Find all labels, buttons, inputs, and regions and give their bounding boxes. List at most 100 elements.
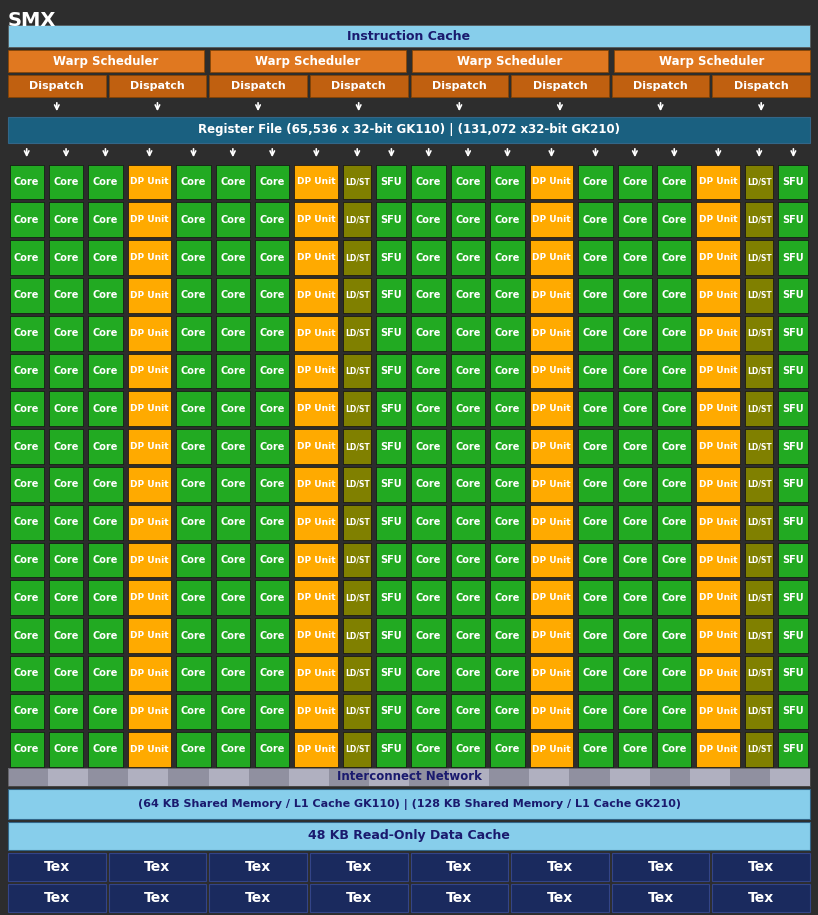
- Bar: [177, 580, 211, 615]
- Text: LD/ST: LD/ST: [345, 442, 370, 451]
- Bar: [255, 165, 290, 199]
- Bar: [10, 278, 44, 313]
- Text: LD/ST: LD/ST: [345, 479, 370, 489]
- Bar: [451, 580, 485, 615]
- Bar: [745, 619, 773, 653]
- Text: LD/ST: LD/ST: [345, 367, 370, 375]
- Text: SFU: SFU: [380, 669, 402, 678]
- Bar: [294, 467, 338, 501]
- Bar: [10, 202, 44, 237]
- Bar: [88, 768, 128, 786]
- Bar: [451, 353, 485, 388]
- Bar: [778, 580, 808, 615]
- Bar: [696, 429, 740, 464]
- Text: Core: Core: [456, 290, 481, 300]
- Bar: [10, 580, 44, 615]
- Text: LD/ST: LD/ST: [747, 745, 771, 754]
- Bar: [778, 165, 808, 199]
- Bar: [778, 694, 808, 728]
- Bar: [411, 429, 446, 464]
- Text: LD/ST: LD/ST: [345, 555, 370, 565]
- Text: Core: Core: [181, 593, 206, 603]
- Text: Tex: Tex: [43, 891, 70, 905]
- Text: Core: Core: [14, 290, 39, 300]
- Text: DP Unit: DP Unit: [533, 593, 571, 602]
- Bar: [696, 202, 740, 237]
- Bar: [10, 732, 44, 767]
- Text: SFU: SFU: [783, 253, 804, 263]
- Bar: [451, 316, 485, 350]
- Text: Core: Core: [456, 744, 481, 754]
- Bar: [614, 50, 810, 72]
- Text: LD/ST: LD/ST: [345, 631, 370, 640]
- Text: SFU: SFU: [380, 290, 402, 300]
- Text: Core: Core: [456, 404, 481, 414]
- Bar: [529, 732, 573, 767]
- Bar: [376, 240, 407, 274]
- Bar: [618, 353, 652, 388]
- Bar: [490, 316, 524, 350]
- Bar: [177, 467, 211, 501]
- Text: Core: Core: [456, 479, 481, 490]
- Bar: [216, 392, 250, 426]
- Bar: [177, 240, 211, 274]
- Bar: [10, 165, 44, 199]
- Bar: [216, 580, 250, 615]
- Bar: [770, 768, 810, 786]
- Text: LD/ST: LD/ST: [747, 706, 771, 716]
- Bar: [49, 392, 83, 426]
- Text: Core: Core: [14, 593, 39, 603]
- Text: SFU: SFU: [783, 555, 804, 565]
- Bar: [451, 165, 485, 199]
- Text: Core: Core: [622, 593, 648, 603]
- Text: Core: Core: [181, 215, 206, 225]
- Text: Tex: Tex: [647, 891, 674, 905]
- Bar: [696, 505, 740, 540]
- Bar: [294, 202, 338, 237]
- Bar: [216, 429, 250, 464]
- Bar: [411, 316, 446, 350]
- Text: Core: Core: [220, 442, 245, 452]
- Bar: [529, 429, 573, 464]
- Bar: [216, 278, 250, 313]
- Text: LD/ST: LD/ST: [747, 178, 771, 187]
- Text: DP Unit: DP Unit: [699, 367, 738, 375]
- Text: LD/ST: LD/ST: [345, 518, 370, 527]
- Text: DP Unit: DP Unit: [699, 745, 738, 754]
- Bar: [49, 580, 83, 615]
- Bar: [10, 656, 44, 691]
- Bar: [490, 656, 524, 691]
- Bar: [376, 392, 407, 426]
- Text: Core: Core: [259, 366, 285, 376]
- Text: Core: Core: [622, 517, 648, 527]
- Text: Core: Core: [662, 404, 687, 414]
- Text: SFU: SFU: [783, 630, 804, 640]
- Text: SFU: SFU: [783, 290, 804, 300]
- Bar: [255, 732, 290, 767]
- Bar: [490, 278, 524, 313]
- Bar: [657, 353, 691, 388]
- Text: LD/ST: LD/ST: [747, 404, 771, 414]
- Bar: [657, 467, 691, 501]
- Text: Core: Core: [495, 555, 520, 565]
- Text: Core: Core: [416, 630, 442, 640]
- Bar: [10, 619, 44, 653]
- Text: Dispatch: Dispatch: [29, 81, 84, 91]
- Text: DP Unit: DP Unit: [130, 631, 169, 640]
- Text: DP Unit: DP Unit: [297, 404, 335, 414]
- Bar: [376, 429, 407, 464]
- Text: DP Unit: DP Unit: [533, 178, 571, 187]
- Bar: [88, 278, 123, 313]
- Text: DP Unit: DP Unit: [297, 367, 335, 375]
- Bar: [216, 202, 250, 237]
- Bar: [376, 202, 407, 237]
- Text: Core: Core: [662, 366, 687, 376]
- Bar: [49, 619, 83, 653]
- Bar: [578, 619, 613, 653]
- Bar: [109, 75, 206, 97]
- Bar: [128, 202, 171, 237]
- Bar: [451, 619, 485, 653]
- Text: Warp Scheduler: Warp Scheduler: [255, 55, 361, 68]
- Text: DP Unit: DP Unit: [699, 328, 738, 338]
- Bar: [657, 543, 691, 577]
